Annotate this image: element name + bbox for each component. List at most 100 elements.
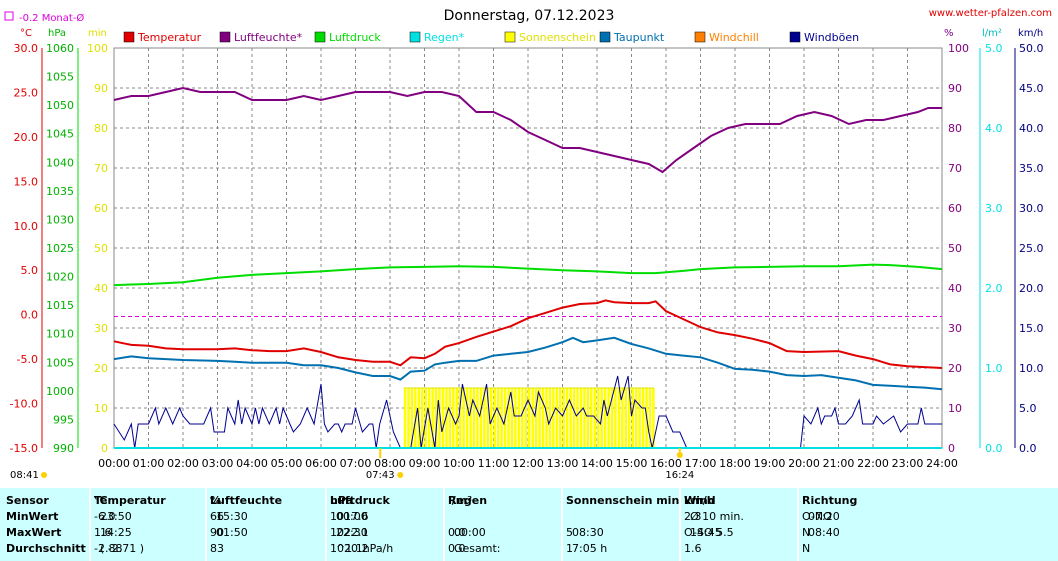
stats-header: Luftdruck — [330, 494, 390, 507]
timestamp-label: 08:41 — [10, 470, 39, 481]
x-tick-label: 11:00 — [478, 457, 510, 470]
stats-column-separator — [89, 488, 91, 561]
pressure-axis-tick: 1020 — [46, 271, 74, 284]
legend-swatch — [694, 31, 706, 43]
sunshine-bar — [493, 388, 496, 448]
series-line-taupunkt — [113, 336, 943, 391]
sunshine-bar — [607, 388, 610, 448]
stats-time: Gesamt: — [454, 542, 501, 555]
sunshine-bar — [538, 388, 541, 448]
pressure-axis-tick: 1010 — [46, 328, 74, 341]
x-tick-label: 10:00 — [443, 457, 475, 470]
sunshine-bar — [514, 388, 517, 448]
legend-swatch — [409, 31, 421, 43]
stats-time: 07:20 — [808, 510, 840, 523]
legend-swatch — [789, 31, 801, 43]
legend-swatch — [504, 31, 516, 43]
sunshine-bar — [648, 388, 652, 448]
sunshine-bar — [448, 388, 452, 448]
sunshine-bar — [614, 388, 617, 448]
stats-time: 14:45 — [690, 526, 722, 539]
humidity-axis-tick: 50 — [948, 242, 962, 255]
humidity-axis-tick: 90 — [948, 82, 962, 95]
stats-value: 1.6 — [94, 526, 112, 539]
monthly-average-label: -0.2 Monat-Ø — [19, 12, 84, 24]
sun-unit-label: min — [88, 28, 107, 39]
temperature-axis-tick: 5.0 — [21, 264, 39, 277]
sun-axis-tick: 40 — [94, 282, 108, 295]
stats-column-separator — [443, 488, 445, 561]
stats-time: 00:00 — [454, 526, 486, 539]
wind-axis-tick: 35.0 — [1019, 162, 1044, 175]
temperature-axis-tick: -15.0 — [10, 442, 38, 455]
pressure-axis-tick: 1060 — [46, 42, 74, 55]
x-tick-label: 13:00 — [547, 457, 579, 470]
temperature-unit-label: °C — [20, 28, 32, 39]
x-tick-label: 22:00 — [857, 457, 889, 470]
stats-value: N — [802, 526, 811, 539]
stats-time: 08:40 — [808, 526, 840, 539]
temperature-axis-tick: -5.0 — [17, 353, 38, 366]
humidity-axis-tick: 30 — [948, 322, 962, 335]
sun-axis-tick: 30 — [94, 322, 108, 335]
sunshine-bar — [434, 388, 438, 448]
stats-value: 83 — [210, 542, 224, 555]
sunshine-bar — [403, 388, 407, 448]
stats-column-separator — [561, 488, 563, 561]
humidity-unit-label: % — [944, 28, 954, 39]
sun-axis-tick: 20 — [94, 362, 108, 375]
stats-time: 01:50 — [216, 526, 248, 539]
humidity-axis-tick: 10 — [948, 402, 962, 415]
humidity-axis-tick: 40 — [948, 282, 962, 295]
pressure-axis-tick: 1025 — [46, 242, 74, 255]
sunshine-bar — [524, 388, 527, 448]
sunshine-bar — [562, 388, 565, 448]
stats-column: Luftfeuchte% 15:30 66 01:50 90 83 — [210, 488, 320, 561]
wind-axis-tick: 40.0 — [1019, 122, 1044, 135]
x-tick-label: 00:00 — [98, 457, 130, 470]
temperature-axis-tick: 0.0 — [21, 309, 39, 322]
wind-unit-label: km/h — [1018, 28, 1043, 39]
stats-value: 0.0 — [448, 526, 466, 539]
sunshine-bar — [531, 388, 534, 448]
sunshine-bar — [621, 388, 624, 448]
sunshine-bar — [569, 388, 572, 448]
sunshine-bar — [517, 388, 521, 448]
stats-time: 08:30 — [572, 526, 604, 539]
temperature-axis-tick: 25.0 — [14, 86, 39, 99]
legend-label: Taupunkt — [613, 31, 665, 44]
sun-axis-tick: 100 — [87, 42, 108, 55]
sun-axis-tick: 60 — [94, 202, 108, 215]
legend-swatch — [123, 31, 135, 43]
stats-value: 2.3 — [684, 510, 702, 523]
legend-label: Regen* — [424, 31, 465, 44]
pressure-unit-label: hPa — [48, 28, 66, 39]
x-tick-label: 24:00 — [926, 457, 958, 470]
sunshine-bar — [486, 388, 490, 448]
stats-header: Wind — [684, 494, 716, 507]
x-tick-label: 03:00 — [202, 457, 234, 470]
stats-header: Sonnenschein min — [566, 494, 680, 507]
stats-time: 22:30 — [336, 526, 368, 539]
stats-column: Sensor MinWert MaxWert Durchschnitt — [6, 488, 90, 561]
sunshine-bar — [610, 388, 614, 448]
sunshine-bar — [572, 388, 576, 448]
wind-axis-tick: 50.0 — [1019, 42, 1044, 55]
stats-value: 1.6 — [684, 542, 702, 555]
humidity-axis-tick: 100 — [948, 42, 969, 55]
stats-time: 7:05 h — [572, 542, 608, 555]
legend-swatch — [314, 31, 326, 43]
sunshine-bar — [603, 388, 607, 448]
pressure-axis-tick: 990 — [53, 442, 74, 455]
x-tick-label: 17:00 — [685, 457, 717, 470]
humidity-axis-tick: 20 — [948, 362, 962, 375]
sunshine-bar — [597, 388, 600, 448]
legend-label: Windböen — [804, 31, 859, 44]
stats-row-label: Durchschnitt — [6, 542, 86, 555]
sunshine-bar — [510, 388, 514, 448]
x-tick-label: 07:00 — [340, 457, 372, 470]
stats-time: 14:25 — [100, 526, 132, 539]
sunshine-bar — [479, 388, 483, 448]
